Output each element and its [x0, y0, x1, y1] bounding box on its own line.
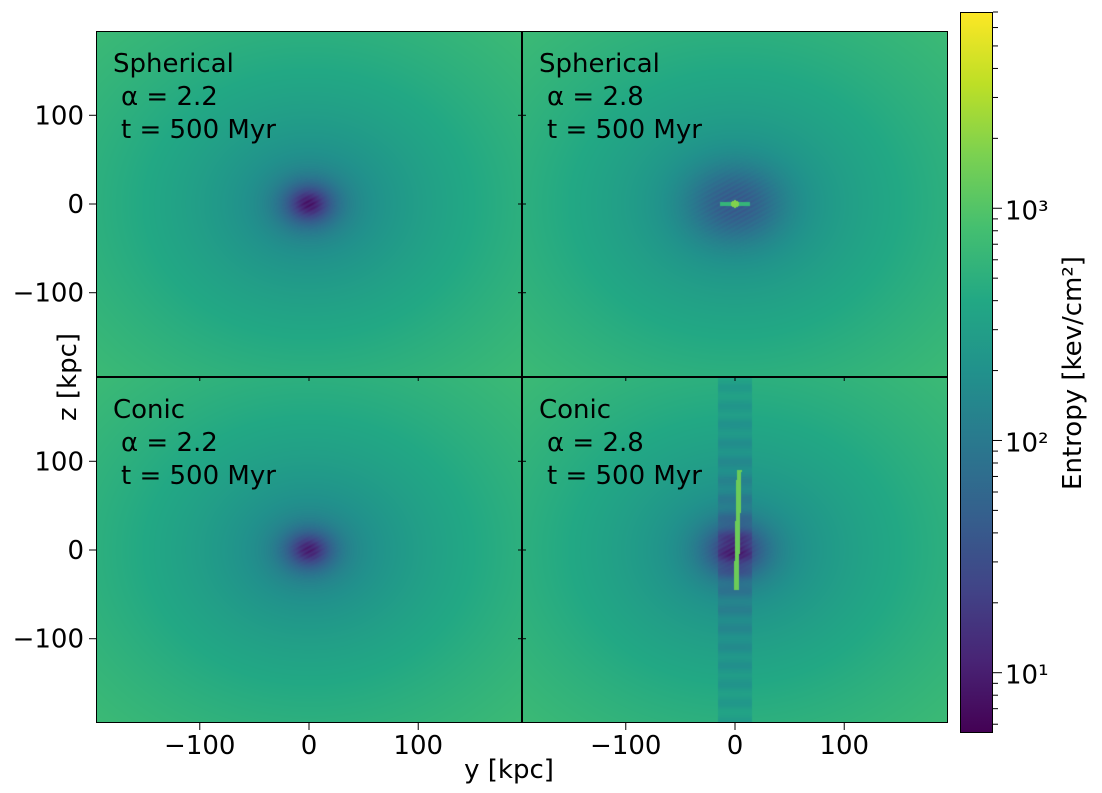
panel-annotation-line: Spherical [113, 49, 234, 79]
y-tick-label: −100 [13, 625, 84, 655]
x-tick-label: −100 [164, 731, 235, 761]
panel-heatmap [522, 31, 948, 377]
colorbar [960, 12, 993, 733]
y-tick-label: 100 [34, 101, 84, 131]
panel-annotation-line: α = 2.8 [547, 82, 644, 112]
colorbar-tick-label: 10³ [1005, 196, 1049, 226]
panel-heatmap [96, 31, 522, 377]
colorbar-tick-label: 10¹ [1005, 661, 1049, 691]
panel-annotation-line: t = 500 Myr [121, 461, 276, 491]
panel-heatmap [522, 377, 948, 723]
y-tick-label: −100 [13, 279, 84, 309]
y-tick-label: 100 [34, 447, 84, 477]
x-tick-label: 0 [727, 731, 744, 761]
x-tick-label: 0 [301, 731, 318, 761]
x-tick-label: 100 [393, 731, 443, 761]
panel-annotation-line: α = 2.2 [121, 82, 218, 112]
colorbar-tick-label: 10² [1005, 428, 1049, 458]
x-axis-label: y [kpc] [464, 755, 554, 785]
panel-annotation-line: t = 500 Myr [547, 461, 702, 491]
y-tick-label: 0 [67, 536, 84, 566]
panel-annotation-line: α = 2.8 [547, 428, 644, 458]
x-tick-label: 100 [819, 731, 869, 761]
x-tick-label: −100 [590, 731, 661, 761]
y-axis-label: z [kpc] [53, 333, 83, 421]
panel-annotation-line: Spherical [539, 49, 660, 79]
y-tick-label: 0 [67, 190, 84, 220]
panel-annotation-line: Conic [113, 395, 185, 425]
panel-annotation-line: t = 500 Myr [547, 115, 702, 145]
colorbar-frame [960, 12, 993, 733]
colorbar-label: Entropy [kev/cm²] [1058, 256, 1088, 490]
panel-annotation-line: α = 2.2 [121, 428, 218, 458]
panel-annotation-line: t = 500 Myr [121, 115, 276, 145]
panel-annotation-line: Conic [539, 395, 611, 425]
panel-heatmap [96, 377, 522, 723]
